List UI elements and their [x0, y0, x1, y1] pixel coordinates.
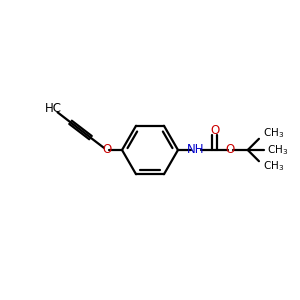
Text: CH$_3$: CH$_3$: [267, 143, 288, 157]
Text: NH: NH: [187, 143, 204, 157]
Text: CH$_3$: CH$_3$: [263, 160, 285, 173]
Text: O: O: [102, 143, 111, 157]
Text: O: O: [210, 124, 219, 137]
Text: HC: HC: [45, 102, 62, 115]
Text: CH$_3$: CH$_3$: [263, 127, 285, 140]
Text: O: O: [226, 143, 235, 157]
